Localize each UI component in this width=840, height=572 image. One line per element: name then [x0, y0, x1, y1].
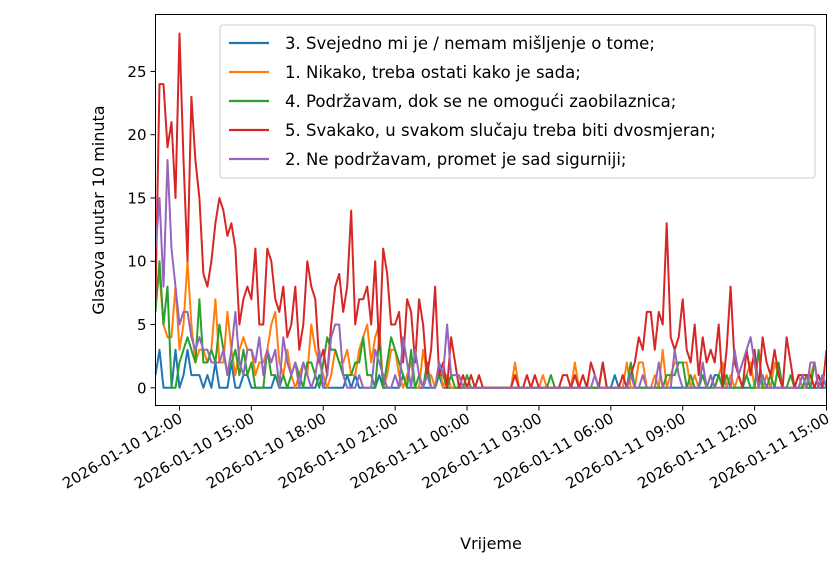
x-tick-label: 2026-01-11 00:00	[347, 409, 473, 492]
series-line-5	[155, 159, 827, 389]
x-tick-label: 2026-01-11 03:00	[419, 409, 545, 492]
x-tick-label: 2026-01-10 18:00	[203, 409, 329, 492]
legend-item: 5. Svakako, u svakom slučaju treba biti …	[229, 121, 716, 140]
x-tick-label: 2026-01-10 15:00	[131, 409, 257, 492]
y-tick-label: 25	[127, 63, 146, 81]
legend: 3. Svejedno mi je / nemam mišljenje o to…	[219, 24, 816, 179]
legend-item: 4. Podržavam, dok se ne omogući zaobilaz…	[229, 92, 676, 111]
x-tick-label: 2026-01-11 12:00	[635, 409, 761, 492]
legend-box	[219, 24, 816, 179]
y-tick-label: 15	[127, 189, 146, 207]
x-tick-label: 2026-01-11 06:00	[491, 409, 617, 492]
plot-frame	[155, 14, 827, 406]
y-tick-label: 20	[127, 126, 146, 144]
legend-item: 3. Svejedno mi je / nemam mišljenje o to…	[229, 34, 655, 53]
legend-item: 2. Ne podržavam, promet je sad sigurniji…	[229, 150, 626, 169]
x-tick-label: 2026-01-10 21:00	[275, 409, 401, 492]
y-axis-label: Glasova unutar 10 minuta	[89, 105, 108, 314]
legend-label: 5. Svakako, u svakom slučaju treba biti …	[285, 121, 716, 140]
legend-label: 3. Svejedno mi je / nemam mišljenje o to…	[285, 34, 655, 53]
y-tick-label: 5	[137, 316, 147, 334]
legend-label: 2. Ne podržavam, promet je sad sigurniji…	[285, 150, 626, 169]
y-tick-label: 0	[137, 379, 147, 397]
x-tick-label: 2026-01-11 09:00	[563, 409, 689, 492]
x-tick-label: 2026-01-10 12:00	[59, 409, 185, 492]
legend-item: 1. Nikako, treba ostati kako je sada;	[229, 63, 581, 82]
series-layer	[155, 32, 827, 389]
y-tick-label: 10	[127, 253, 146, 271]
x-axis-label: Vrijeme	[460, 534, 522, 553]
legend-label: 4. Podržavam, dok se ne omogući zaobilaz…	[285, 92, 676, 111]
x-tick-label: 2026-01-11 15:00	[706, 409, 832, 492]
legend-label: 1. Nikako, treba ostati kako je sada;	[285, 63, 581, 82]
